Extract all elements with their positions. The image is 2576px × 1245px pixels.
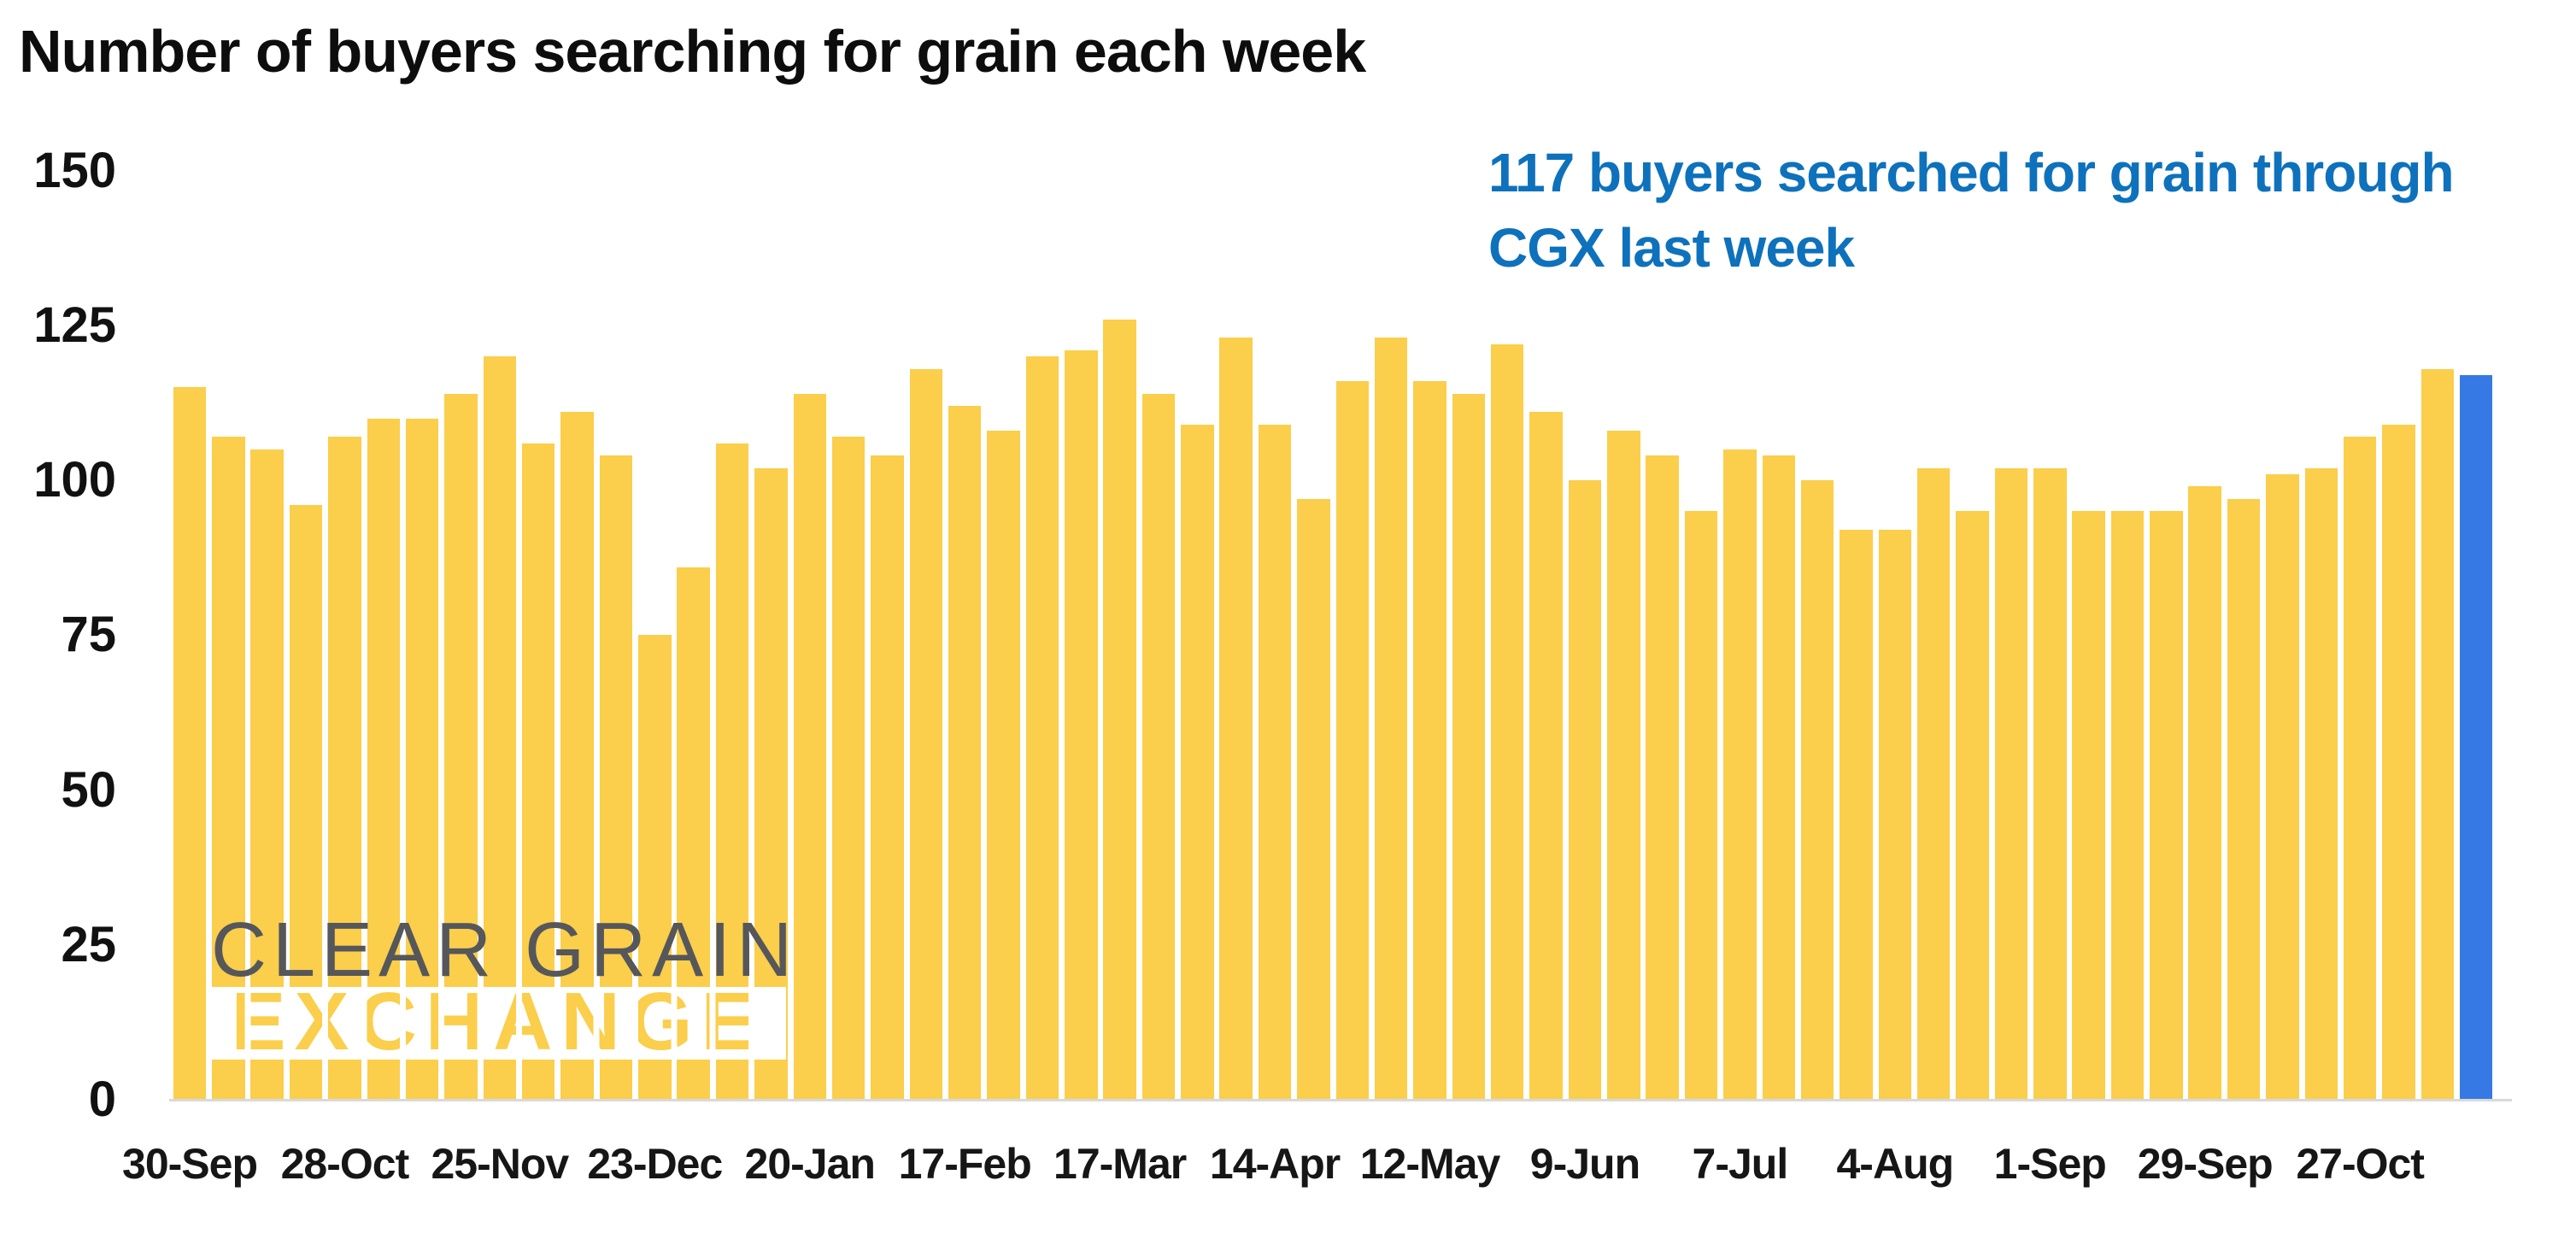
bar: [2304, 467, 2338, 1100]
x-axis-tick-label: 28-Oct: [280, 1140, 410, 1188]
bar: [1762, 455, 1795, 1100]
x-axis-tick-label: 30-Sep: [122, 1140, 258, 1188]
x-axis-tick-label: 29-Sep: [2137, 1140, 2274, 1188]
y-axis-tick-label: 100: [33, 452, 116, 508]
chart-title: Number of buyers searching for grain eac…: [19, 18, 1366, 85]
x-axis-tick-label: 23-Dec: [587, 1140, 723, 1188]
x-axis-tick-label: 25-Nov: [431, 1140, 570, 1188]
bar: [367, 418, 401, 1100]
y-axis-tick-label: 150: [33, 142, 116, 198]
y-axis-tick-label: 75: [61, 607, 116, 663]
x-axis-tick-label: 7-Jul: [1692, 1140, 1789, 1188]
bar: [1374, 338, 1408, 1100]
bar: [1413, 381, 1446, 1100]
x-axis-tick-label: 20-Jan: [744, 1140, 876, 1188]
x-axis-tick-label: 17-Feb: [898, 1140, 1032, 1188]
bar: [1103, 319, 1136, 1100]
y-axis-tick-label: 125: [33, 297, 116, 353]
bar: [405, 418, 439, 1100]
x-axis-tick-label: 17-Mar: [1053, 1140, 1187, 1188]
bar: [1335, 381, 1370, 1100]
annotation-callout: 117 buyers searched for grain through CG…: [1488, 135, 2455, 285]
bar: [173, 387, 207, 1100]
bar: [1800, 480, 1834, 1100]
bar: [2110, 511, 2145, 1100]
y-axis-tick-label: 50: [61, 761, 116, 818]
bar: [2343, 437, 2377, 1100]
bar: [1297, 498, 1330, 1100]
bar: [1181, 424, 1214, 1100]
annotation-line-2: CGX last week: [1488, 217, 1855, 279]
bar: [1956, 511, 1989, 1100]
bar: [483, 356, 517, 1100]
bar: [1878, 530, 1912, 1100]
bar: [987, 431, 1020, 1100]
bar-highlight-last-week: [2459, 374, 2493, 1100]
bar: [1723, 449, 1757, 1100]
x-axis-line: [169, 1099, 2512, 1101]
x-axis-tick-label: 14-Apr: [1209, 1140, 1341, 1188]
bar: [2150, 511, 2183, 1100]
watermark-stencil-stripes-decoration: [209, 987, 786, 1060]
bar: [948, 406, 982, 1100]
bar: [444, 393, 478, 1100]
bar: [1490, 344, 1524, 1100]
watermark-exchange-band: EXCHANGE: [209, 981, 786, 1063]
annotation-line-1: 117 buyers searched for grain through: [1488, 142, 2455, 203]
bar: [1065, 349, 1098, 1100]
bar: [1529, 412, 1563, 1100]
bar: [831, 437, 866, 1100]
bar: [1916, 467, 1951, 1100]
bar: [871, 455, 904, 1100]
x-axis-tick-label: 27-Oct: [2296, 1140, 2425, 1188]
x-axis-tick-label: 4-Aug: [1836, 1140, 1955, 1188]
bar: [1684, 511, 1718, 1100]
y-axis-tick-label: 25: [61, 916, 116, 972]
bar: [2266, 473, 2299, 1100]
bar: [793, 393, 826, 1100]
bar: [1607, 431, 1640, 1100]
bar: [2227, 498, 2261, 1100]
bar: [1025, 356, 1059, 1100]
bar: [1219, 338, 1253, 1100]
bar: [1258, 424, 1292, 1100]
bar: [1840, 530, 1873, 1100]
y-axis-tick-label: 0: [88, 1072, 116, 1127]
bar: [1141, 393, 1176, 1100]
bar: [2072, 511, 2105, 1100]
bar: [1646, 455, 1679, 1100]
watermark-clear-grain-text: CLEAR GRAIN: [211, 907, 799, 993]
bar: [1452, 393, 1486, 1100]
bar: [2033, 467, 2067, 1100]
bar: [1994, 467, 2028, 1100]
bar: [909, 368, 943, 1100]
x-axis-tick-label: 12-May: [1359, 1140, 1501, 1188]
x-axis-tick-label: 9-Jun: [1529, 1140, 1640, 1188]
x-axis-tick-label: 1-Sep: [1993, 1140, 2107, 1188]
bar: [2382, 424, 2415, 1100]
bar: [2188, 486, 2221, 1100]
bar: [2421, 368, 2455, 1100]
bar: [560, 412, 594, 1100]
bar: [1568, 480, 1602, 1100]
